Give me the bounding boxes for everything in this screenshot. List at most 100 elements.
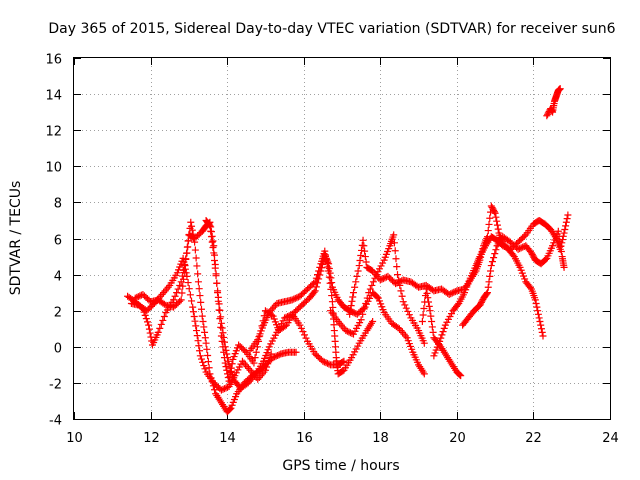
- data-point-track-a: [202, 339, 210, 347]
- data-point-track-g: [486, 214, 494, 222]
- data-point-track-e: [290, 295, 298, 303]
- data-point-track-b: [197, 355, 205, 363]
- data-point-track-d: [205, 221, 213, 229]
- data-point-track-d: [220, 333, 228, 341]
- data-point-track-c: [328, 279, 336, 287]
- data-point-track-e: [315, 267, 323, 275]
- data-point-track-h: [419, 311, 427, 319]
- data-point-track-c: [228, 360, 236, 368]
- data-point-track-g: [450, 288, 458, 296]
- data-point-track-g: [351, 283, 359, 291]
- x-tick-label: 22: [525, 431, 542, 446]
- data-point-track-h: [429, 328, 437, 336]
- data-point-track-d: [212, 272, 220, 280]
- data-point-track-a: [142, 315, 150, 323]
- data-point-track-a: [176, 281, 184, 289]
- data-point-track-c: [217, 323, 225, 331]
- data-point-track-j: [492, 246, 500, 254]
- data-point-track-e: [291, 294, 299, 302]
- data-point-track-f: [363, 294, 371, 302]
- data-point-track-i: [436, 337, 444, 345]
- data-point-track-g: [356, 257, 364, 265]
- data-point-track-d: [207, 233, 215, 241]
- data-point-track-b: [184, 279, 192, 287]
- data-point-track-h: [428, 318, 436, 326]
- data-point-track-i: [505, 245, 513, 253]
- data-point-track-a: [225, 406, 233, 414]
- data-point-track-e: [316, 263, 324, 271]
- data-point-track-g: [395, 278, 403, 286]
- data-point-track-b: [186, 291, 194, 299]
- data-point-track-b: [193, 327, 201, 335]
- data-point-track-i: [502, 243, 510, 251]
- data-point-track-a: [144, 318, 152, 326]
- data-point-track-i: [562, 222, 570, 230]
- data-point-track-b: [242, 361, 250, 369]
- data-point-track-g: [535, 314, 543, 322]
- data-point-track-g: [532, 299, 540, 307]
- data-point-track-g: [490, 208, 498, 216]
- y-tick-label: 2: [54, 306, 62, 321]
- data-point-track-f: [401, 301, 409, 309]
- data-point-track-d: [299, 328, 307, 336]
- x-tick-label: 18: [372, 431, 389, 446]
- data-point-track-a: [203, 345, 211, 353]
- data-point-track-d: [206, 222, 214, 230]
- data-point-track-b: [189, 308, 197, 316]
- data-point-track-c: [180, 268, 188, 276]
- data-point-track-f: [420, 339, 428, 347]
- y-tick-label: -4: [49, 414, 62, 429]
- data-point-track-i: [563, 215, 571, 223]
- data-point-track-f: [360, 305, 368, 313]
- data-point-track-g: [533, 303, 541, 311]
- data-point-track-b: [199, 358, 207, 366]
- data-point-track-c: [352, 310, 360, 318]
- data-point-track-b: [245, 364, 253, 372]
- data-point-track-i: [560, 229, 568, 237]
- data-point-track-a: [194, 278, 202, 286]
- data-point-track-j: [557, 242, 565, 250]
- data-point-track-a: [154, 328, 162, 336]
- data-point-track-a: [196, 292, 204, 300]
- data-point-track-g: [492, 213, 500, 221]
- data-point-track-a: [200, 323, 208, 331]
- data-point-track-i: [564, 211, 572, 219]
- data-point-track-h: [424, 294, 432, 302]
- data-point-track-h: [456, 371, 464, 379]
- data-point-track-b: [243, 363, 251, 371]
- data-point-track-b: [185, 285, 193, 293]
- data-point-track-h: [425, 298, 433, 306]
- data-point-track-i: [562, 218, 570, 226]
- data-point-track-a: [274, 351, 282, 359]
- data-point-track-a: [199, 318, 207, 326]
- data-point-track-g: [361, 247, 369, 255]
- data-point-track-c: [311, 287, 319, 295]
- data-point-track-g: [484, 227, 492, 235]
- data-point-track-e: [323, 259, 331, 267]
- data-point-track-f: [339, 323, 347, 331]
- data-point-track-g: [348, 297, 356, 305]
- x-axis-label: GPS time / hours: [282, 458, 399, 474]
- data-point-track-d: [216, 306, 224, 314]
- data-point-track-g: [376, 276, 384, 284]
- data-point-track-e: [326, 279, 334, 287]
- data-point-track-e: [311, 278, 319, 286]
- chart-title: Day 365 of 2015, Sidereal Day-to-day VTE…: [48, 21, 615, 37]
- data-point-track-e: [321, 247, 329, 255]
- data-point-track-d: [229, 371, 237, 379]
- x-tick-label: 20: [449, 431, 466, 446]
- data-point-track-b: [191, 317, 199, 325]
- data-point-track-j: [555, 232, 563, 240]
- data-point-track-f: [346, 329, 354, 337]
- data-point-track-i: [440, 324, 448, 332]
- data-point-track-a: [187, 218, 195, 226]
- data-point-track-c: [182, 255, 190, 263]
- data-point-track-f: [398, 292, 406, 300]
- data-point-track-a: [272, 352, 280, 360]
- data-point-track-c: [176, 297, 184, 305]
- data-point-track-d: [320, 358, 328, 366]
- data-point-track-f: [362, 299, 370, 307]
- data-point-track-d: [207, 227, 215, 235]
